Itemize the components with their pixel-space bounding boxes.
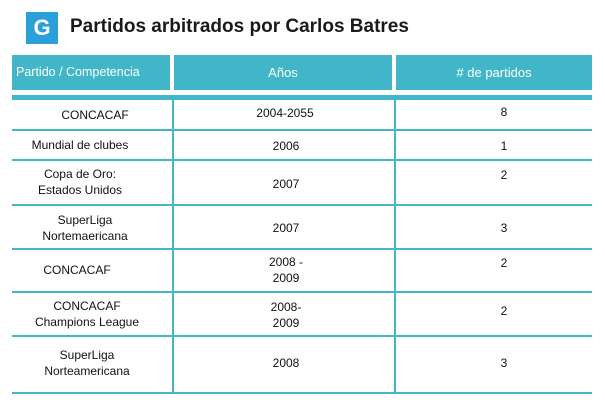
table-row-competition: SuperLiga Nortemaericana <box>42 213 128 243</box>
table-row-matches: 8 <box>500 105 508 119</box>
table-row-years: 2008 <box>272 356 300 370</box>
brand-logo-icon: G <box>26 12 58 44</box>
table-row-years: 2007 <box>272 177 300 191</box>
table-row-competition: Copa de Oro: Estados Unidos <box>37 167 123 197</box>
column-divider <box>394 100 396 394</box>
row-divider <box>12 291 592 293</box>
row-divider <box>12 159 592 161</box>
table-row-years: 2008- 2009 <box>270 300 302 330</box>
table-row-years: 2004-2055 <box>256 106 314 120</box>
table-row-years: 2008 - 2009 <box>268 255 304 285</box>
row-divider <box>12 129 592 131</box>
row-divider <box>12 335 592 337</box>
table-row-competition: SuperLiga Norteamericana <box>44 348 130 378</box>
header-competition: Partido / Competencia <box>12 55 170 90</box>
table-row-matches: 2 <box>500 256 508 270</box>
table-row-competition: CONCACAF <box>43 263 111 277</box>
table-row-competition: CONCACAF <box>61 108 129 122</box>
table-row-matches: 3 <box>500 221 508 235</box>
header-years: Años <box>174 55 392 90</box>
table-row-competition: Mundial de clubes <box>31 138 129 152</box>
page-title: Partidos arbitrados por Carlos Batres <box>70 16 409 37</box>
table-row-matches: 3 <box>500 356 508 370</box>
table-row-matches: 2 <box>500 304 508 318</box>
header-matches: # de partidos <box>396 55 592 90</box>
table-row-years: 2006 <box>272 139 300 153</box>
row-divider <box>12 392 592 394</box>
header-divider <box>12 95 592 100</box>
table-row-years: 2007 <box>272 221 300 235</box>
table-row-matches: 2 <box>500 168 508 182</box>
row-divider <box>12 204 592 206</box>
row-divider <box>12 248 592 250</box>
table-row-matches: 1 <box>500 139 508 153</box>
table-row-competition: CONCACAF Champions League <box>34 299 140 329</box>
column-divider <box>172 100 174 394</box>
